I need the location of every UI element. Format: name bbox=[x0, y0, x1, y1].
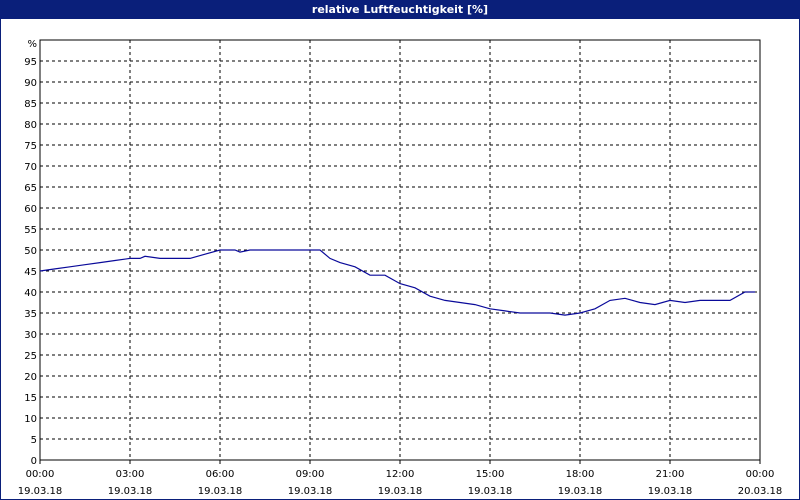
x-tick-date-label: 19.03.18 bbox=[198, 486, 243, 497]
x-tick-time-label: 12:00 bbox=[386, 469, 415, 480]
x-tick-date-label: 19.03.18 bbox=[378, 486, 423, 497]
y-tick-label: 60 bbox=[24, 204, 37, 215]
x-tick-time-label: 09:00 bbox=[296, 469, 325, 480]
y-tick-label: 35 bbox=[24, 309, 37, 320]
x-tick-date-label: 19.03.18 bbox=[108, 486, 153, 497]
x-tick-date-label: 19.03.18 bbox=[558, 486, 603, 497]
x-tick-date-label: 19.03.18 bbox=[288, 486, 333, 497]
x-tick-time-label: 03:00 bbox=[116, 469, 145, 480]
y-axis-unit-label: % bbox=[27, 39, 37, 50]
y-tick-label: 85 bbox=[24, 99, 37, 110]
y-tick-label: 25 bbox=[24, 351, 37, 362]
y-tick-label: 30 bbox=[24, 330, 37, 341]
y-tick-label: 90 bbox=[24, 78, 37, 89]
x-tick-time-label: 00:00 bbox=[26, 469, 55, 480]
humidity-series-line bbox=[39, 249, 755, 316]
y-tick-label: 15 bbox=[24, 393, 37, 404]
x-tick-time-label: 21:00 bbox=[656, 469, 685, 480]
x-tick-time-label: 00:00 bbox=[746, 469, 775, 480]
y-tick-label: 55 bbox=[24, 225, 37, 236]
x-tick-date-label: 19.03.18 bbox=[648, 486, 693, 497]
y-tick-label: 45 bbox=[24, 267, 37, 278]
x-tick-time-label: 18:00 bbox=[566, 469, 595, 480]
y-tick-label: 10 bbox=[24, 414, 37, 425]
y-tick-label: 0 bbox=[31, 456, 37, 467]
y-tick-label: 80 bbox=[24, 120, 37, 131]
y-tick-label: 70 bbox=[24, 162, 37, 173]
x-tick-date-label: 20.03.18 bbox=[738, 486, 783, 497]
y-tick-label: 20 bbox=[24, 372, 37, 383]
y-tick-label: 40 bbox=[24, 288, 37, 299]
x-tick-date-label: 19.03.18 bbox=[18, 486, 63, 497]
x-tick-time-label: 15:00 bbox=[476, 469, 505, 480]
x-tick-date-label: 19.03.18 bbox=[468, 486, 513, 497]
y-tick-label: 65 bbox=[24, 183, 37, 194]
x-tick-time-label: 06:00 bbox=[206, 469, 235, 480]
y-tick-label: 95 bbox=[24, 57, 37, 68]
y-tick-label: 75 bbox=[24, 141, 37, 152]
y-tick-label: 50 bbox=[24, 246, 37, 257]
chart-title: relative Luftfeuchtigkeit [%] bbox=[1, 1, 799, 19]
y-tick-label: 5 bbox=[31, 435, 37, 446]
